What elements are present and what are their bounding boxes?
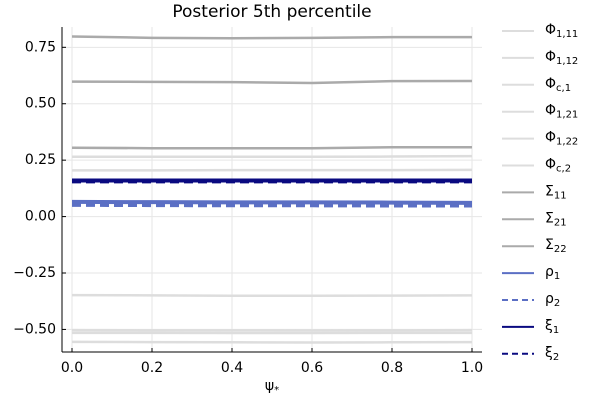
series-line <box>71 35 472 40</box>
x-tick-label: 0.8 <box>381 360 403 376</box>
y-tick-label: 0.25 <box>25 152 56 168</box>
legend-label: ρ2 <box>545 291 560 309</box>
legend-label: ξ1 <box>545 318 559 336</box>
y-tick-label: 0.50 <box>25 96 56 112</box>
series-line <box>72 154 473 159</box>
x-tick-label: 0.0 <box>61 360 83 376</box>
legend-label: ξ2 <box>545 345 559 363</box>
legend-label: Σ11 <box>545 183 567 201</box>
y-tick-label: −0.25 <box>13 265 56 281</box>
x-axis-label: ψ* <box>265 378 279 396</box>
x-tick-label: 0.4 <box>221 360 243 376</box>
legend-label: Φ1,22 <box>545 130 578 148</box>
y-tick-label: −0.50 <box>13 321 56 337</box>
legend-label: Φc,1 <box>545 76 571 94</box>
x-tick-label: 0.6 <box>301 360 323 376</box>
y-tick-label: 0.75 <box>25 39 56 55</box>
x-tick-label: 1.0 <box>461 360 483 376</box>
y-tick-label: 0.00 <box>25 209 56 225</box>
legend-label: Φ1,12 <box>545 49 578 67</box>
legend-label: ρ1 <box>545 264 560 282</box>
series-line <box>71 79 473 85</box>
legend-label: Σ21 <box>545 210 567 228</box>
series-line <box>71 146 472 150</box>
series-line <box>71 202 472 208</box>
legend-label: Φ1,21 <box>545 103 578 121</box>
series-line <box>71 199 473 205</box>
legend-label: Σ22 <box>545 237 567 255</box>
x-tick-label: 0.2 <box>141 360 163 376</box>
legend-label: Φc,2 <box>545 157 571 175</box>
legend-label: Φ1,11 <box>545 22 578 40</box>
series-line <box>71 293 473 298</box>
chart-title: Posterior 5th percentile <box>172 2 371 22</box>
series-line <box>71 340 473 344</box>
